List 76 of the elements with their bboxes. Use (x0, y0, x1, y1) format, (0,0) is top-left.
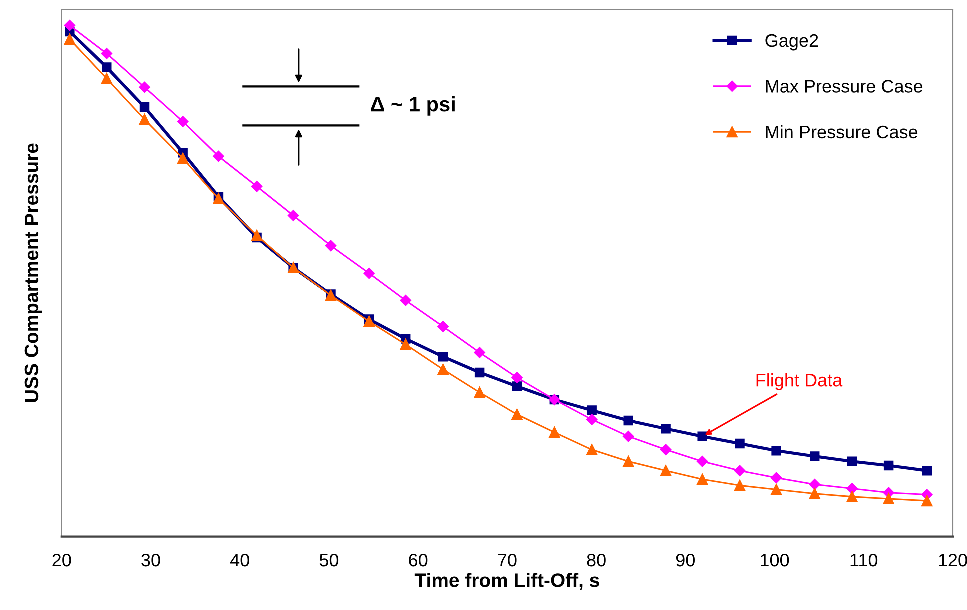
point (101, 73, 112, 84)
point (922, 495, 933, 507)
point (586, 414, 598, 426)
point (624, 416, 634, 426)
point (178, 152, 189, 164)
point (660, 465, 672, 476)
point (102, 62, 112, 72)
point (922, 466, 932, 476)
x-tick-label: 70 (498, 554, 517, 567)
x-tick-label: 30 (142, 554, 160, 567)
point (400, 339, 412, 350)
point (438, 352, 448, 362)
point (474, 368, 485, 378)
point (587, 406, 597, 416)
point (512, 382, 522, 392)
x-tick-label: 90 (676, 554, 695, 567)
point (438, 321, 449, 332)
point (288, 210, 300, 222)
point (770, 484, 782, 496)
point (846, 483, 858, 494)
point (400, 295, 412, 306)
point (735, 438, 745, 449)
point (734, 480, 746, 492)
point (883, 493, 894, 505)
point (660, 444, 672, 456)
point (586, 444, 598, 456)
legend-label: Max Pressure Case (766, 80, 923, 93)
point (474, 347, 486, 358)
point (251, 230, 263, 242)
point (623, 456, 634, 468)
x-tick-label: 110 (850, 554, 878, 567)
point (698, 432, 708, 442)
point (140, 102, 150, 112)
point (549, 426, 560, 438)
point (101, 48, 112, 60)
point (512, 409, 523, 420)
x-tick-label: 120 (939, 554, 967, 567)
point (364, 316, 375, 328)
annotation: Flight Data (756, 374, 843, 390)
point (847, 456, 858, 467)
point (213, 150, 224, 162)
point (661, 424, 671, 434)
point (772, 446, 782, 456)
x-tick-label: 60 (409, 554, 428, 567)
point (512, 372, 523, 384)
point (810, 452, 820, 462)
x-tick-label: 50 (320, 554, 339, 567)
legend-label: Gage2 (766, 34, 818, 51)
point (734, 465, 746, 476)
point (64, 20, 76, 32)
point (438, 364, 449, 376)
x-tick-label: 20 (52, 554, 72, 567)
point (697, 474, 708, 486)
point (809, 488, 820, 500)
point (474, 387, 486, 398)
annotation: Δ ~ 1 psi (371, 96, 455, 116)
point (884, 460, 894, 471)
point (251, 181, 263, 192)
point (770, 472, 782, 484)
x-tick-label: 80 (587, 554, 606, 567)
point (623, 431, 634, 442)
point (696, 456, 708, 468)
point (364, 268, 375, 280)
x-tick-label: 40 (230, 554, 250, 567)
y-axis-title: USS Compartment Pressure (24, 144, 42, 402)
point (325, 240, 337, 252)
x-tick-label: 100 (761, 554, 790, 567)
x-axis-title: Time from Lift-Off, s (414, 573, 600, 590)
point (213, 193, 224, 204)
point (177, 116, 189, 128)
point (139, 82, 150, 94)
point (846, 491, 858, 502)
point (139, 114, 150, 126)
point (809, 479, 820, 490)
point (64, 34, 76, 45)
legend-label: Min Pressure Case (766, 125, 918, 139)
